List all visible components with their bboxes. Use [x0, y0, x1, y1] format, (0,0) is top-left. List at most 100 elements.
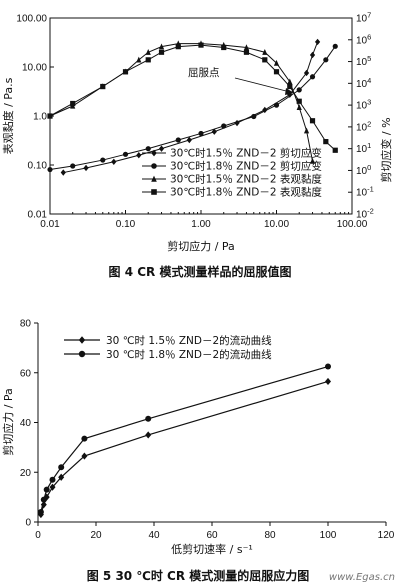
- chart1-series-2-line: [49, 43, 314, 162]
- chart1-series-3-point: [273, 69, 280, 75]
- chart1-x-tick-label: 0.01: [40, 219, 60, 230]
- chart2-series: [37, 363, 331, 519]
- chart1-x-tick-label: 100.00: [337, 219, 368, 230]
- chart1-series-0-point: [158, 145, 165, 152]
- chart1-y2-tick-label: 101: [356, 141, 371, 155]
- chart1-series-1-point: [296, 87, 302, 93]
- chart1-series-1-line: [49, 46, 336, 171]
- chart2-x-tick-label: 20: [90, 530, 102, 541]
- chart1-y2-tick-label: 105: [356, 54, 371, 68]
- chart1-series: [47, 38, 338, 176]
- chart2-series-1-point: [37, 509, 44, 516]
- figure5-caption: 图 5 30 ℃时 CR 模式测量的屈服应力图: [87, 568, 310, 583]
- chart2-y-tick-label: 80: [20, 319, 32, 330]
- chart2-series-0-point: [325, 377, 331, 386]
- chart1-series-1-point: [145, 146, 151, 152]
- chart2-series-0-line: [40, 380, 329, 515]
- chart2-series-1-point: [325, 363, 331, 370]
- chart1-series-0-point: [314, 38, 321, 46]
- chart1-series-1-point: [273, 102, 280, 108]
- chart1-series-3-point: [175, 44, 181, 50]
- chart1-series-1-point: [332, 43, 338, 49]
- chart1-series-1-point: [221, 123, 227, 129]
- chart2-series-1-point: [49, 476, 56, 483]
- chart1-legend-label: 30℃时1.5％ ZND－2 剪切应变: [170, 147, 322, 160]
- chart1-series-2-point: [262, 49, 268, 55]
- chart2-y-tick-label: 20: [20, 468, 32, 479]
- chart1-series-2-point: [158, 43, 165, 50]
- chart1-series-0-point: [136, 152, 142, 159]
- chart1-series-1-point: [309, 74, 316, 80]
- chart1-series-3-point: [145, 57, 151, 63]
- chart1-y2-tick-label: 106: [356, 32, 371, 46]
- chart1-series-1-point: [100, 157, 106, 163]
- chart1-series-3-point: [47, 113, 53, 119]
- chart1-y2-tick-label: 102: [356, 119, 371, 133]
- chart2-y-tick-label: 60: [20, 368, 32, 379]
- chart1-y-tick-label: 10.00: [22, 63, 47, 74]
- chart1-legend-marker: [151, 175, 157, 182]
- yield-point-arrowhead: [285, 88, 294, 95]
- chart1-legend-label: 30℃时1.8％ ZND－2 表观黏度: [170, 186, 322, 199]
- chart1-y-tick-label: 1.0: [33, 112, 47, 123]
- chart2-series-0-point: [145, 431, 152, 439]
- chart1-y2-tick-label: 107: [356, 11, 371, 25]
- chart1-series-3-line: [49, 44, 336, 151]
- chart1-series-0-point: [211, 128, 217, 135]
- chart1-series-0-point: [303, 69, 310, 77]
- chart1-series-0-point: [60, 169, 66, 176]
- chart2-legend-label: 30 ℃时 1.8％ ZND－2的流动曲线: [106, 348, 272, 361]
- chart1-series-3-point: [287, 83, 293, 90]
- chart1-series-3-point: [243, 49, 250, 55]
- chart1-series-3-point: [70, 100, 76, 107]
- chart1-x-tick-label: 10.00: [264, 219, 289, 230]
- chart2-series-1-point: [58, 464, 65, 471]
- chart1-legend-marker: [151, 189, 157, 195]
- chart1-series-2-point: [273, 59, 280, 66]
- chart1-series-2-point: [136, 56, 142, 63]
- chart2-series-0-point: [81, 452, 88, 460]
- chart1-y-axis-label: 表观黏度 / Pa.s: [1, 77, 15, 154]
- chart1-series-0-point: [186, 136, 192, 144]
- chart2-y-tick-label: 40: [20, 418, 32, 429]
- chart1-series-3-point: [296, 98, 302, 104]
- chart2-legend-marker: [78, 350, 86, 358]
- chart1-y-tick-label: 0.01: [28, 210, 48, 221]
- chart1-series-0-point: [262, 106, 268, 114]
- chart2-x-ticks: 0 20 40 60 80 100 120: [35, 522, 395, 541]
- chart1-series-2-point: [243, 44, 250, 51]
- chart2-y-axis-label: 剪切应力 / Pa: [1, 388, 15, 456]
- chart2-y-tick-label: 0: [25, 518, 31, 529]
- yield-point-arrow: [234, 77, 291, 93]
- chart1-series-2-point: [287, 78, 293, 85]
- chart1-series-0-point: [83, 164, 89, 172]
- chart2-x-tick-label: 60: [206, 530, 218, 541]
- chart1-series-0-point: [111, 158, 117, 165]
- chart1-series-2-point: [309, 157, 316, 164]
- chart1-series-2-point: [303, 127, 310, 134]
- chart2-y-ticks: 0 20 40 60 80: [20, 319, 38, 529]
- chart2-x-tick-label: 120: [378, 530, 395, 541]
- chart2-x-tick-label: 0: [35, 530, 41, 541]
- chart2-series-0-point: [58, 473, 65, 481]
- chart2-series-1-point: [145, 415, 152, 422]
- chart1-y2-tick-label: 100: [356, 163, 371, 177]
- chart1-series-1-point: [47, 166, 53, 173]
- chart1-y-tick-label: 100.00: [16, 14, 47, 25]
- chart2-x-tick-label: 80: [264, 530, 276, 541]
- chart1-series-1-point: [122, 151, 129, 157]
- chart2-x-tick-label: 40: [148, 530, 160, 541]
- chart1-series-3-point: [198, 42, 204, 48]
- chart1-x-axis-label: 剪切应力 / Pa: [167, 239, 235, 253]
- chart1-series-1-point: [323, 57, 329, 63]
- chart1-series-3-point: [221, 44, 227, 51]
- chart1-x-tick-label: 0.10: [116, 219, 136, 230]
- chart1-y2-tick-label: 103: [356, 98, 371, 112]
- chart1-series-3-point: [122, 69, 129, 75]
- chart2-series-0-point: [49, 483, 56, 491]
- watermark: www.Egas.cn: [329, 572, 395, 583]
- chart2-x-axis-label: 低剪切速率 / s⁻¹: [171, 542, 253, 556]
